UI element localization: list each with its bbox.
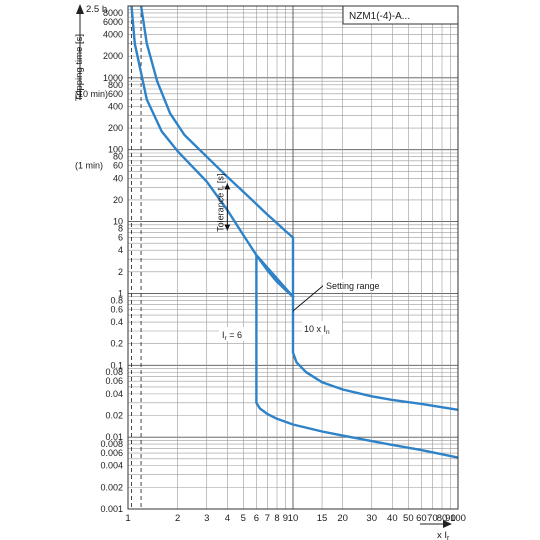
y-tick-label: 6 [118, 233, 123, 243]
series-upper-line [139, 5, 459, 411]
y-tick-label: 800 [108, 80, 123, 90]
x-tick-label: 80 [437, 513, 448, 524]
x-tick-label: 70 [427, 513, 438, 524]
setting-range-leader [292, 284, 325, 312]
x-tick-label: 40 [387, 513, 398, 524]
x-tick-label: 8 [274, 513, 279, 524]
y-tick-label: 8 [118, 224, 123, 234]
y-tick-label: 0.2 [110, 339, 123, 349]
y-side-label: (1 min) [75, 161, 103, 171]
y-tick-label: 60 [113, 161, 123, 171]
plot-frame [127, 5, 459, 510]
y-tick-label: 2 [118, 267, 123, 277]
device-label-box [342, 5, 459, 25]
y-tick-label: 200 [108, 123, 123, 133]
y-tick-label: 0.004 [100, 461, 123, 471]
x-tick-label: 1 [125, 513, 130, 524]
x-tick-label: 90 [445, 513, 456, 524]
y-tick-label: 10 [113, 217, 123, 227]
tolerance-arrow-head-down [224, 224, 231, 231]
y-tick-label: 0.008 [100, 439, 123, 449]
x-tick-label: 7 [265, 513, 270, 524]
y-tick-label: 0.006 [100, 448, 123, 458]
x-axis-title: x Ir [437, 530, 450, 540]
y-tick-label: 0.06 [105, 376, 123, 386]
ir-label: Ir = 6 [222, 330, 242, 342]
y-tick-label: 400 [108, 101, 123, 111]
grid [127, 5, 458, 510]
x-tick-label: 100 [450, 513, 466, 524]
y-axis-title: Tripping time [s] [74, 34, 85, 101]
curves [130, 5, 459, 459]
x-tick-label: 20 [337, 513, 348, 524]
y-tick-label: 4000 [103, 30, 123, 40]
x-tick-label: 4 [225, 513, 230, 524]
in-label: 10 x In [304, 324, 330, 336]
y-tick-label: 600 [108, 89, 123, 99]
y-tick-label: 100 [108, 145, 123, 155]
x-tick-label: 15 [317, 513, 328, 524]
device-label: NZM1(-4)-A... [349, 11, 410, 22]
y-side-label: (10 min) [75, 89, 108, 99]
series-lower-line [130, 5, 459, 459]
x-tick-label: 6 [254, 513, 259, 524]
y-tick-label: 40 [113, 173, 123, 183]
y-axis-arrow-head [76, 4, 84, 14]
x-tick-label: 10 [288, 513, 299, 524]
y-tick-label: 1000 [103, 73, 123, 83]
setting-range-bg [323, 279, 381, 292]
y-tick-label: 0.002 [100, 482, 123, 492]
y-tick-label: 0.02 [105, 411, 123, 421]
tolerance-label: Tolerance tr [s] [215, 174, 227, 232]
x-tick-label: 2 [175, 513, 180, 524]
y-tick-label: 0.01 [105, 432, 123, 442]
y-tick-label: 0.001 [100, 504, 123, 514]
y-tick-label: 0.1 [110, 360, 123, 370]
x-tick-label: 3 [204, 513, 209, 524]
x-tick-label: 60 [416, 513, 427, 524]
x-axis-arrow-head [443, 520, 452, 528]
y-tick-label: 6000 [103, 17, 123, 27]
y-tick-label: 0.8 [110, 295, 123, 305]
in-label-bg [302, 321, 342, 335]
y-tick-label: 0.6 [110, 304, 123, 314]
annotations: Tolerance tr [s] Setting range Ir = 6 10 x … [215, 174, 381, 342]
y-tick-label: 1 [118, 288, 123, 298]
y-tick-label: 20 [113, 195, 123, 205]
setting-range-label: Setting range [326, 281, 380, 291]
y-tick-label: 2000 [103, 51, 123, 61]
x-tick-label: 50 [403, 513, 414, 524]
y-tick-label: 0.4 [110, 317, 123, 327]
x-tick-label: 5 [241, 513, 246, 524]
x-tick-label: 9 [283, 513, 288, 524]
y-tick-label: 4 [118, 245, 123, 255]
y-tick-label: 0.04 [105, 389, 123, 399]
y-tick-label: 8000 [103, 8, 123, 18]
x-tick-label: 30 [366, 513, 377, 524]
tolerance-arrow-head-up [224, 183, 231, 190]
y-tick-label: 0.08 [105, 367, 123, 377]
y-top-label: 2.5 h [86, 4, 107, 15]
y-tick-label: 80 [113, 152, 123, 162]
ir-label-bg [219, 327, 255, 341]
